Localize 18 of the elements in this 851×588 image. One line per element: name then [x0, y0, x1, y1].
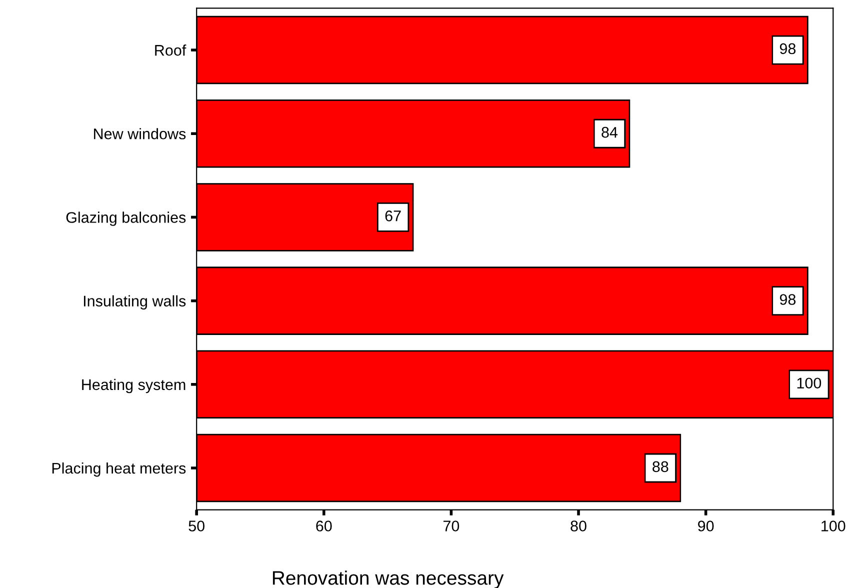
- x-tick-label: 80: [570, 520, 586, 532]
- y-tick-label: Roof: [155, 44, 186, 56]
- x-tick-label: 50: [188, 520, 204, 532]
- data-label: 98: [780, 294, 796, 305]
- x-tick-label: 90: [698, 520, 714, 532]
- x-tick-label: 70: [443, 520, 460, 532]
- data-label: 100: [797, 378, 822, 389]
- data-label: 67: [385, 210, 401, 222]
- x-tick-label: 60: [316, 520, 332, 532]
- data-label: 84: [602, 126, 618, 138]
- y-tick-label: Insulating walls: [84, 295, 186, 310]
- data-label: 88: [652, 461, 668, 472]
- y-tick-label: New windows: [94, 128, 186, 140]
- x-tick-label: 100: [822, 520, 846, 532]
- y-tick-label: Heating system: [82, 378, 186, 394]
- data-label: 98: [780, 43, 796, 54]
- y-tick-label: Placing heat meters: [52, 462, 186, 477]
- y-tick-label: Glazing balconies: [66, 212, 186, 226]
